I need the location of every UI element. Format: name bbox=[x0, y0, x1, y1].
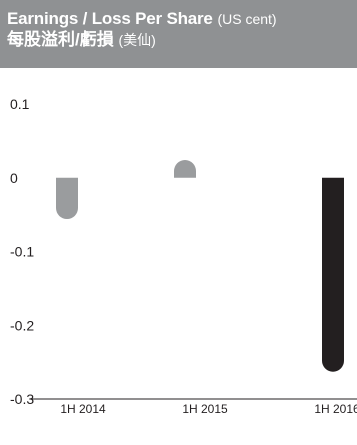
y-tick-label: -0.3 bbox=[10, 391, 34, 407]
x-axis-ticks: 1H 2014 1H 2015 1H 2016 bbox=[60, 402, 357, 416]
y-tick-label: -0.1 bbox=[10, 244, 34, 260]
y-tick-label: 0.1 bbox=[10, 96, 30, 112]
y-tick-label: 0 bbox=[10, 170, 18, 186]
bar-series bbox=[56, 160, 344, 372]
title-zh-text: 每股溢利/虧損 bbox=[7, 30, 114, 49]
y-axis-ticks: 0.1 0 -0.1 -0.2 -0.3 bbox=[10, 96, 34, 407]
x-tick-label: 1H 2014 bbox=[60, 402, 106, 416]
x-tick-label: 1H 2016 bbox=[314, 402, 357, 416]
y-tick-label: -0.2 bbox=[10, 317, 34, 333]
bar-1h-2016 bbox=[322, 177, 344, 372]
bar-1h-2015 bbox=[174, 160, 196, 178]
chart-header: Earnings / Loss Per Share (US cent) 每股溢利… bbox=[0, 0, 357, 68]
chart-title-zh: 每股溢利/虧損 (美仙) bbox=[7, 30, 156, 50]
bar-1h-2014 bbox=[56, 177, 78, 220]
unit-zh-text: (美仙) bbox=[118, 32, 156, 48]
x-tick-label: 1H 2015 bbox=[182, 402, 228, 416]
unit-en-text: (US cent) bbox=[217, 11, 277, 27]
chart-title-en: Earnings / Loss Per Share (US cent) bbox=[7, 9, 277, 29]
title-en-text: Earnings / Loss Per Share bbox=[7, 9, 213, 28]
